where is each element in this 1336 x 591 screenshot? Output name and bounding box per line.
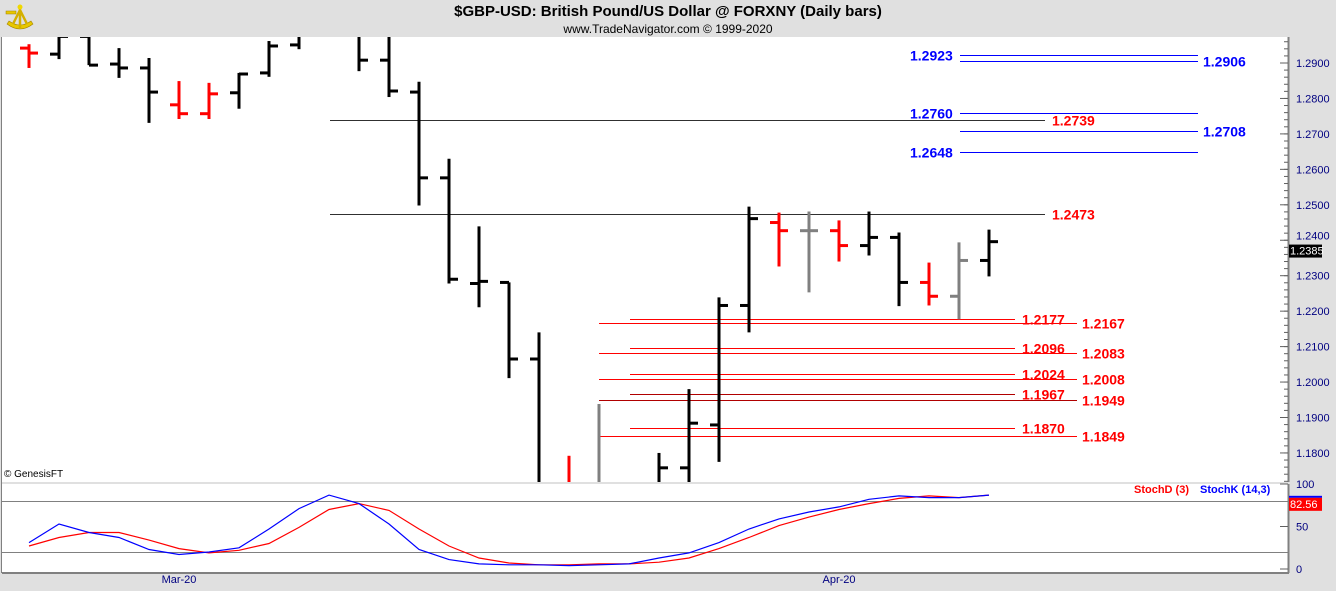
stoch-tick-label: 0	[1296, 564, 1302, 576]
stoch-plot-area[interactable]	[2, 484, 1288, 573]
level-label: 1.2167	[1082, 316, 1125, 332]
price-tick-label: 1.2200	[1296, 306, 1330, 318]
stochd-line	[28, 494, 990, 566]
price-plot-area[interactable]	[2, 37, 1288, 482]
chart-subtitle: www.TradeNavigator.com © 1999-2020	[563, 22, 773, 36]
chart-title: $GBP-USD: British Pound/US Dollar @ FORX…	[454, 3, 882, 20]
last-price-box	[1289, 244, 1322, 258]
level-label: 1.2096	[1022, 341, 1065, 357]
legend-stochk: StochK (14,3)	[1200, 484, 1271, 496]
price-tick-label: 1.2700	[1296, 129, 1330, 141]
date-axis-label: Mar-20	[162, 574, 197, 586]
level-label: 1.2648	[910, 145, 953, 161]
stoch-value-label: 82.56	[1290, 499, 1318, 511]
level-label: 1.2473	[1052, 207, 1095, 223]
level-label: 1.1967	[1022, 387, 1065, 403]
price-tick-label: 1.2500	[1296, 200, 1330, 212]
sextant-logo-icon	[5, 4, 34, 30]
price-tick-label: 1.1800	[1296, 448, 1330, 460]
level-label: 1.2923	[910, 48, 953, 64]
level-label: 1.2008	[1082, 372, 1125, 388]
stoch-tick-label: 100	[1296, 479, 1314, 491]
level-label: 1.2708	[1203, 124, 1246, 140]
price-tick-label: 1.2400	[1296, 230, 1330, 242]
level-label: 1.2739	[1052, 113, 1095, 129]
last-price-label: 1.2385	[1290, 246, 1324, 258]
level-label: 1.1870	[1022, 421, 1065, 437]
price-tick-label: 1.2600	[1296, 164, 1330, 176]
price-tick-label: 1.2100	[1296, 342, 1330, 354]
legend-stochd: StochD (3)	[1134, 484, 1189, 496]
copyright-text: © GenesisFT	[4, 469, 64, 480]
level-label: 1.1849	[1082, 429, 1125, 445]
level-label: 1.2083	[1082, 346, 1125, 362]
level-label: 1.2760	[910, 106, 953, 122]
price-tick-label: 1.2800	[1296, 93, 1330, 105]
price-tick-label: 1.2900	[1296, 58, 1330, 70]
stoch-tick-label: 50	[1296, 522, 1308, 534]
stochk-line	[28, 494, 990, 567]
date-axis-label: Apr-20	[822, 574, 855, 586]
stoch-value-box	[1289, 497, 1322, 511]
price-tick-label: 1.2300	[1296, 271, 1330, 283]
stochk-value-marker	[1289, 495, 1322, 498]
level-label: 1.2024	[1022, 367, 1065, 383]
price-tick-label: 1.1900	[1296, 413, 1330, 425]
level-label: 1.2177	[1022, 312, 1065, 328]
price-tick-label: 1.2000	[1296, 377, 1330, 389]
level-label: 1.1949	[1082, 393, 1125, 409]
level-label: 1.2906	[1203, 54, 1246, 70]
